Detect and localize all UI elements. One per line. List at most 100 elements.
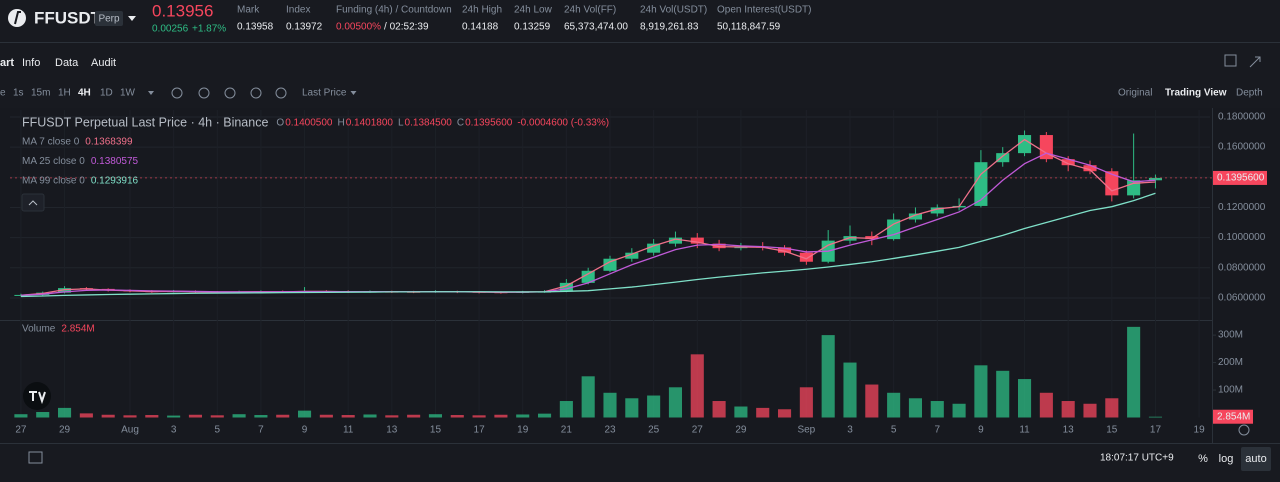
stat-label: Index xyxy=(286,5,310,16)
x-tick-label: 9 xyxy=(302,425,308,436)
volume-bar xyxy=(472,415,486,418)
volume-bar xyxy=(1039,392,1053,418)
tool-icon[interactable] xyxy=(171,87,183,99)
expand-icon[interactable] xyxy=(1249,56,1261,68)
ma-name: MA 7 close 0 xyxy=(22,137,80,148)
candle-body xyxy=(668,237,682,244)
x-tick-label: 3 xyxy=(847,425,853,436)
volume-bar xyxy=(1127,326,1141,418)
interval[interactable]: 1W xyxy=(120,88,136,99)
volume-bar xyxy=(559,401,573,418)
clock: 18:07:17 UTC+9 xyxy=(1100,453,1174,464)
calendar-icon[interactable] xyxy=(28,451,43,464)
ohlc-key: C xyxy=(457,118,464,129)
volume-bar xyxy=(1018,379,1032,418)
candle-body xyxy=(690,237,704,244)
tab[interactable]: art xyxy=(0,57,14,69)
x-tick-label: 3 xyxy=(171,425,177,436)
stat-label: 24h High xyxy=(462,5,502,16)
x-tick-label: 5 xyxy=(891,425,897,436)
volume-bar xyxy=(1148,416,1162,418)
caret[interactable] xyxy=(148,91,154,95)
scale-button[interactable]: log xyxy=(1219,453,1234,465)
tool-icon[interactable] xyxy=(224,87,236,99)
contract: Perp xyxy=(98,14,120,25)
last-price-tag xyxy=(1213,170,1267,185)
volume-bar xyxy=(36,412,50,418)
settings-icon[interactable] xyxy=(1238,424,1250,436)
stat-value: 0.14188 xyxy=(462,22,499,33)
volume-bar xyxy=(58,407,72,418)
volume-last-label: 2.854M xyxy=(1217,411,1250,422)
x-tick-label: 15 xyxy=(1106,425,1118,436)
volume-bar xyxy=(276,414,290,418)
bottom-bar: 18:07:17 UTC+9% log auto xyxy=(1100,447,1271,471)
volume-bar xyxy=(625,398,639,418)
y-tick-label: 0.1200000 xyxy=(1218,202,1266,213)
price-type[interactable]: Last Price xyxy=(302,88,347,99)
legend: O 0.1400500 H 0.1401800 L 0.1384500 C 0.1395600… xyxy=(22,118,609,335)
tool-icon[interactable] xyxy=(198,87,210,99)
view-tab[interactable]: Original xyxy=(1118,88,1152,99)
scale-button[interactable]: % xyxy=(1198,453,1208,465)
y-tick-label: 0.1000000 xyxy=(1218,232,1266,243)
candle-body xyxy=(1148,177,1162,181)
change-text: -0.0004600 (-0.33%) xyxy=(517,118,609,129)
symbol-caret[interactable] xyxy=(128,16,136,21)
ohlc-key: O xyxy=(276,118,284,129)
x-tick-label: 7 xyxy=(258,425,264,436)
contract-badge xyxy=(95,11,123,26)
x-tick-label: Aug xyxy=(121,425,139,436)
tab[interactable]: Info xyxy=(22,57,40,69)
tab[interactable]: Audit xyxy=(91,57,116,69)
interval[interactable]: e xyxy=(0,88,6,99)
ma-name: MA 25 close 0 xyxy=(22,156,85,167)
interval[interactable]: 15m xyxy=(31,88,50,99)
tab[interactable]: Data xyxy=(55,57,79,69)
volume-bar xyxy=(865,384,879,418)
collapse-button[interactable] xyxy=(21,193,45,212)
volume-bar xyxy=(167,415,181,418)
volume-bar xyxy=(14,414,28,418)
ma-line xyxy=(20,152,1156,296)
volume-bar xyxy=(494,414,508,418)
tool-icon[interactable] xyxy=(250,87,262,99)
tool-icon[interactable] xyxy=(275,87,287,99)
layout-icon[interactable] xyxy=(1224,54,1237,67)
symbol[interactable]: FFUSDT xyxy=(34,8,102,27)
ma-value: 0.1368399 xyxy=(85,137,133,148)
volume-bar xyxy=(428,414,442,418)
x-tick-label: 19 xyxy=(517,425,529,436)
interval[interactable]: 1D xyxy=(100,88,113,99)
candle-body xyxy=(603,258,617,271)
scale-button[interactable]: auto xyxy=(1245,453,1266,465)
view-tab[interactable]: Depth xyxy=(1236,88,1263,99)
volume-bar xyxy=(123,415,137,418)
interval[interactable]: 1H xyxy=(58,88,71,99)
interval[interactable]: 1s xyxy=(13,88,24,99)
x-tick-label: 27 xyxy=(692,425,704,436)
candle-body xyxy=(625,252,639,259)
candle-body xyxy=(1018,135,1032,154)
ohlc-value: 0.1384500 xyxy=(405,118,453,129)
y-tick-label: 0.0800000 xyxy=(1218,262,1266,273)
volume-tick-label: 100M xyxy=(1218,385,1243,396)
view-tab[interactable]: Trading View xyxy=(1165,88,1227,99)
caret[interactable] xyxy=(350,91,357,95)
x-tick-label: 7 xyxy=(934,425,940,436)
interval[interactable]: 4H xyxy=(78,88,91,99)
volume-bar xyxy=(756,407,770,418)
stat-value: 0.13958 xyxy=(237,22,274,33)
candle-body xyxy=(58,288,72,293)
stat-value: 0.13972 xyxy=(286,22,323,33)
x-tick-label: 23 xyxy=(604,425,616,436)
stat-value: 8,919,261.83 xyxy=(640,22,699,33)
volume-bar xyxy=(668,387,682,418)
volume-bar xyxy=(603,392,617,418)
volume-bar xyxy=(1061,401,1075,418)
volume-bar xyxy=(210,415,224,418)
y-tick-label: 0.1800000 xyxy=(1218,112,1266,123)
stat-label: Funding (4h) / Countdown xyxy=(336,5,452,16)
x-tick-label: 13 xyxy=(1063,425,1075,436)
